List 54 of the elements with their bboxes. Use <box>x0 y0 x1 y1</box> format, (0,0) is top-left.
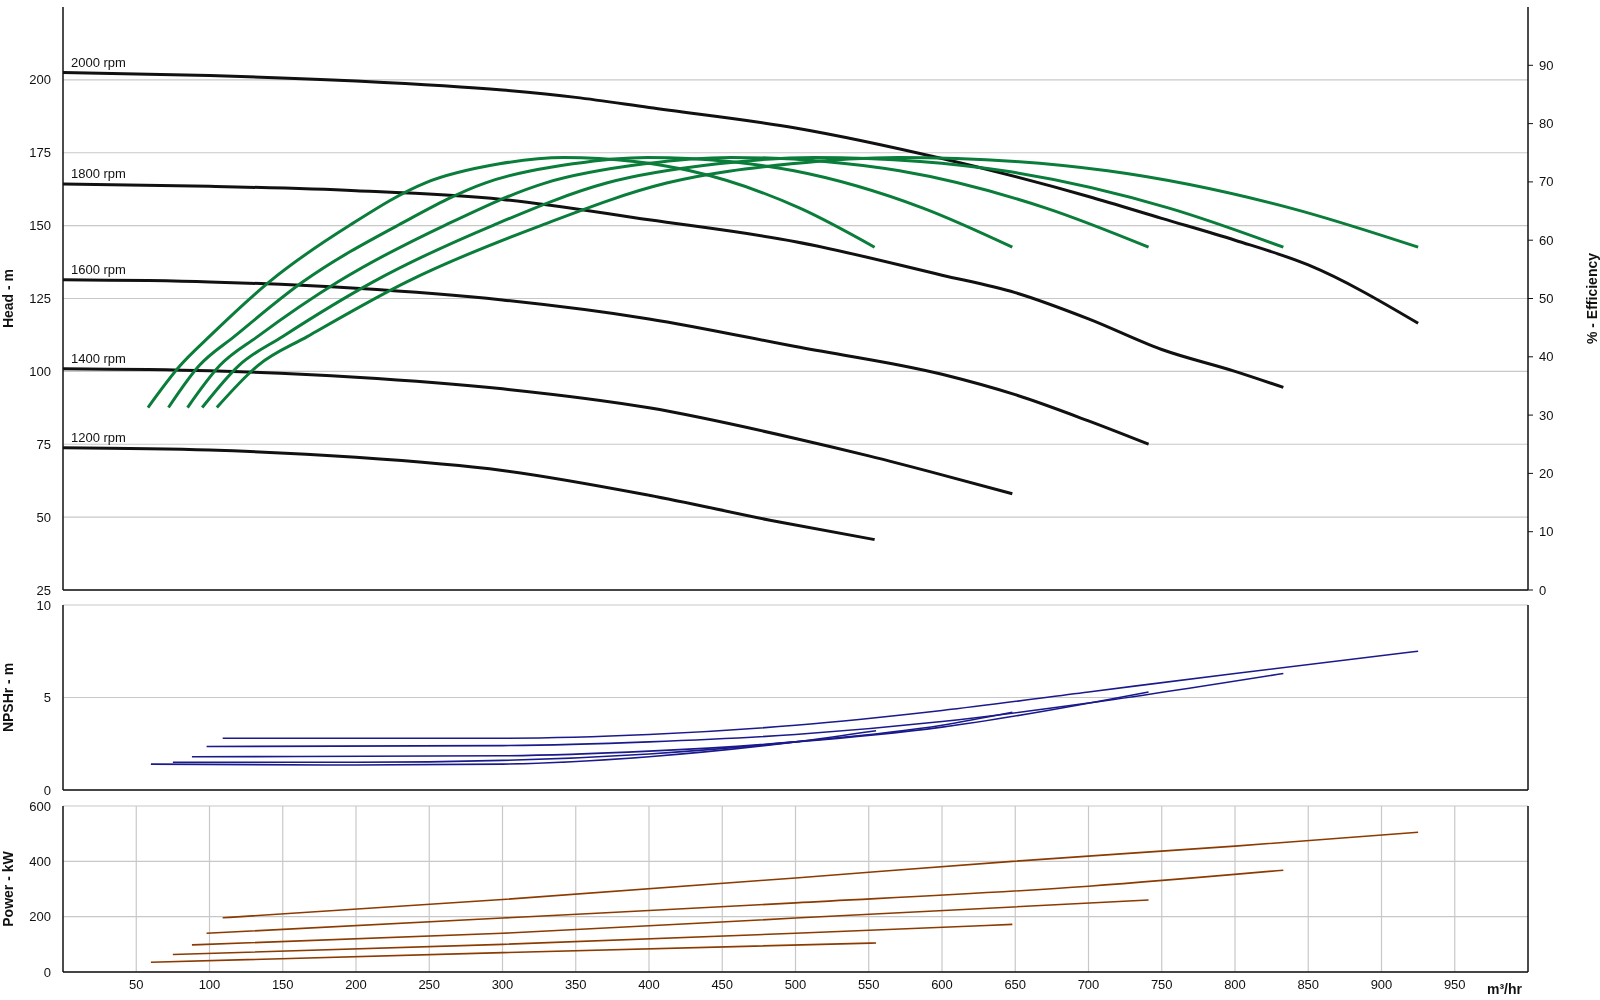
x-tick-label: 650 <box>1004 977 1027 993</box>
y2-tick-label: 50 <box>1539 291 1554 306</box>
x-tick-label: 500 <box>784 977 807 993</box>
series-label: 1400 rpm <box>71 350 126 366</box>
y2-tick-label: 0 <box>1539 582 1547 598</box>
series-label: 2000 rpm <box>71 54 126 70</box>
x-tick-label: 100 <box>198 977 221 993</box>
y-axis-title: Head - m <box>0 268 16 329</box>
x-tick-label: 550 <box>857 977 880 993</box>
y-axis-title: Power - kW <box>0 850 16 927</box>
y-tick-label: 25 <box>36 582 51 598</box>
y2-tick-label: 20 <box>1539 465 1554 481</box>
x-tick-label: 300 <box>491 977 514 993</box>
y-tick-label: 5 <box>43 690 51 705</box>
y2-tick-label: 10 <box>1539 524 1554 540</box>
y-tick-label: 125 <box>29 291 51 306</box>
y2-tick-label: 30 <box>1539 407 1554 423</box>
y-tick-label: 100 <box>29 363 51 379</box>
x-tick-label: 200 <box>345 977 367 993</box>
series-label: 1800 rpm <box>71 165 126 181</box>
y-tick-label: 150 <box>29 218 51 234</box>
y-tick-label: 50 <box>36 509 51 525</box>
y-tick-label: 0 <box>43 964 51 980</box>
x-tick-label: 450 <box>711 977 734 993</box>
y2-tick-label: 80 <box>1539 116 1554 132</box>
y2-tick-label: 60 <box>1539 232 1554 248</box>
x-tick-label: 750 <box>1150 977 1173 993</box>
x-tick-label: 900 <box>1370 977 1393 993</box>
y-tick-label: 75 <box>36 436 51 452</box>
x-tick-label: 800 <box>1224 977 1246 993</box>
series-label: 1200 rpm <box>71 429 126 445</box>
x-tick-label: 50 <box>129 977 144 993</box>
x-tick-label: 400 <box>638 977 660 993</box>
y2-tick-label: 40 <box>1539 349 1554 365</box>
y-tick-label: 600 <box>29 798 51 814</box>
y2-tick-label: 90 <box>1539 57 1554 73</box>
y-tick-label: 0 <box>43 782 51 798</box>
y2-tick-label: 70 <box>1539 174 1554 190</box>
y-tick-label: 200 <box>29 909 51 925</box>
y-tick-label: 200 <box>29 72 51 88</box>
x-tick-label: 850 <box>1297 977 1320 993</box>
y-tick-label: 10 <box>36 597 51 613</box>
x-tick-label: 350 <box>564 977 587 993</box>
x-tick-label: 700 <box>1077 977 1100 993</box>
y2-axis-title: % - Efficiency <box>1583 252 1600 345</box>
x-tick-label: 250 <box>418 977 441 993</box>
y-axis-title: NPSHr - m <box>0 662 16 733</box>
y-tick-label: 400 <box>29 853 51 869</box>
y-tick-label: 175 <box>29 145 51 161</box>
series-label: 1600 rpm <box>71 261 126 277</box>
x-tick-label: 600 <box>931 977 953 993</box>
x-tick-label: 150 <box>271 977 294 993</box>
x-axis-title: m³/hr <box>1487 981 1523 997</box>
x-tick-label: 950 <box>1443 977 1466 993</box>
